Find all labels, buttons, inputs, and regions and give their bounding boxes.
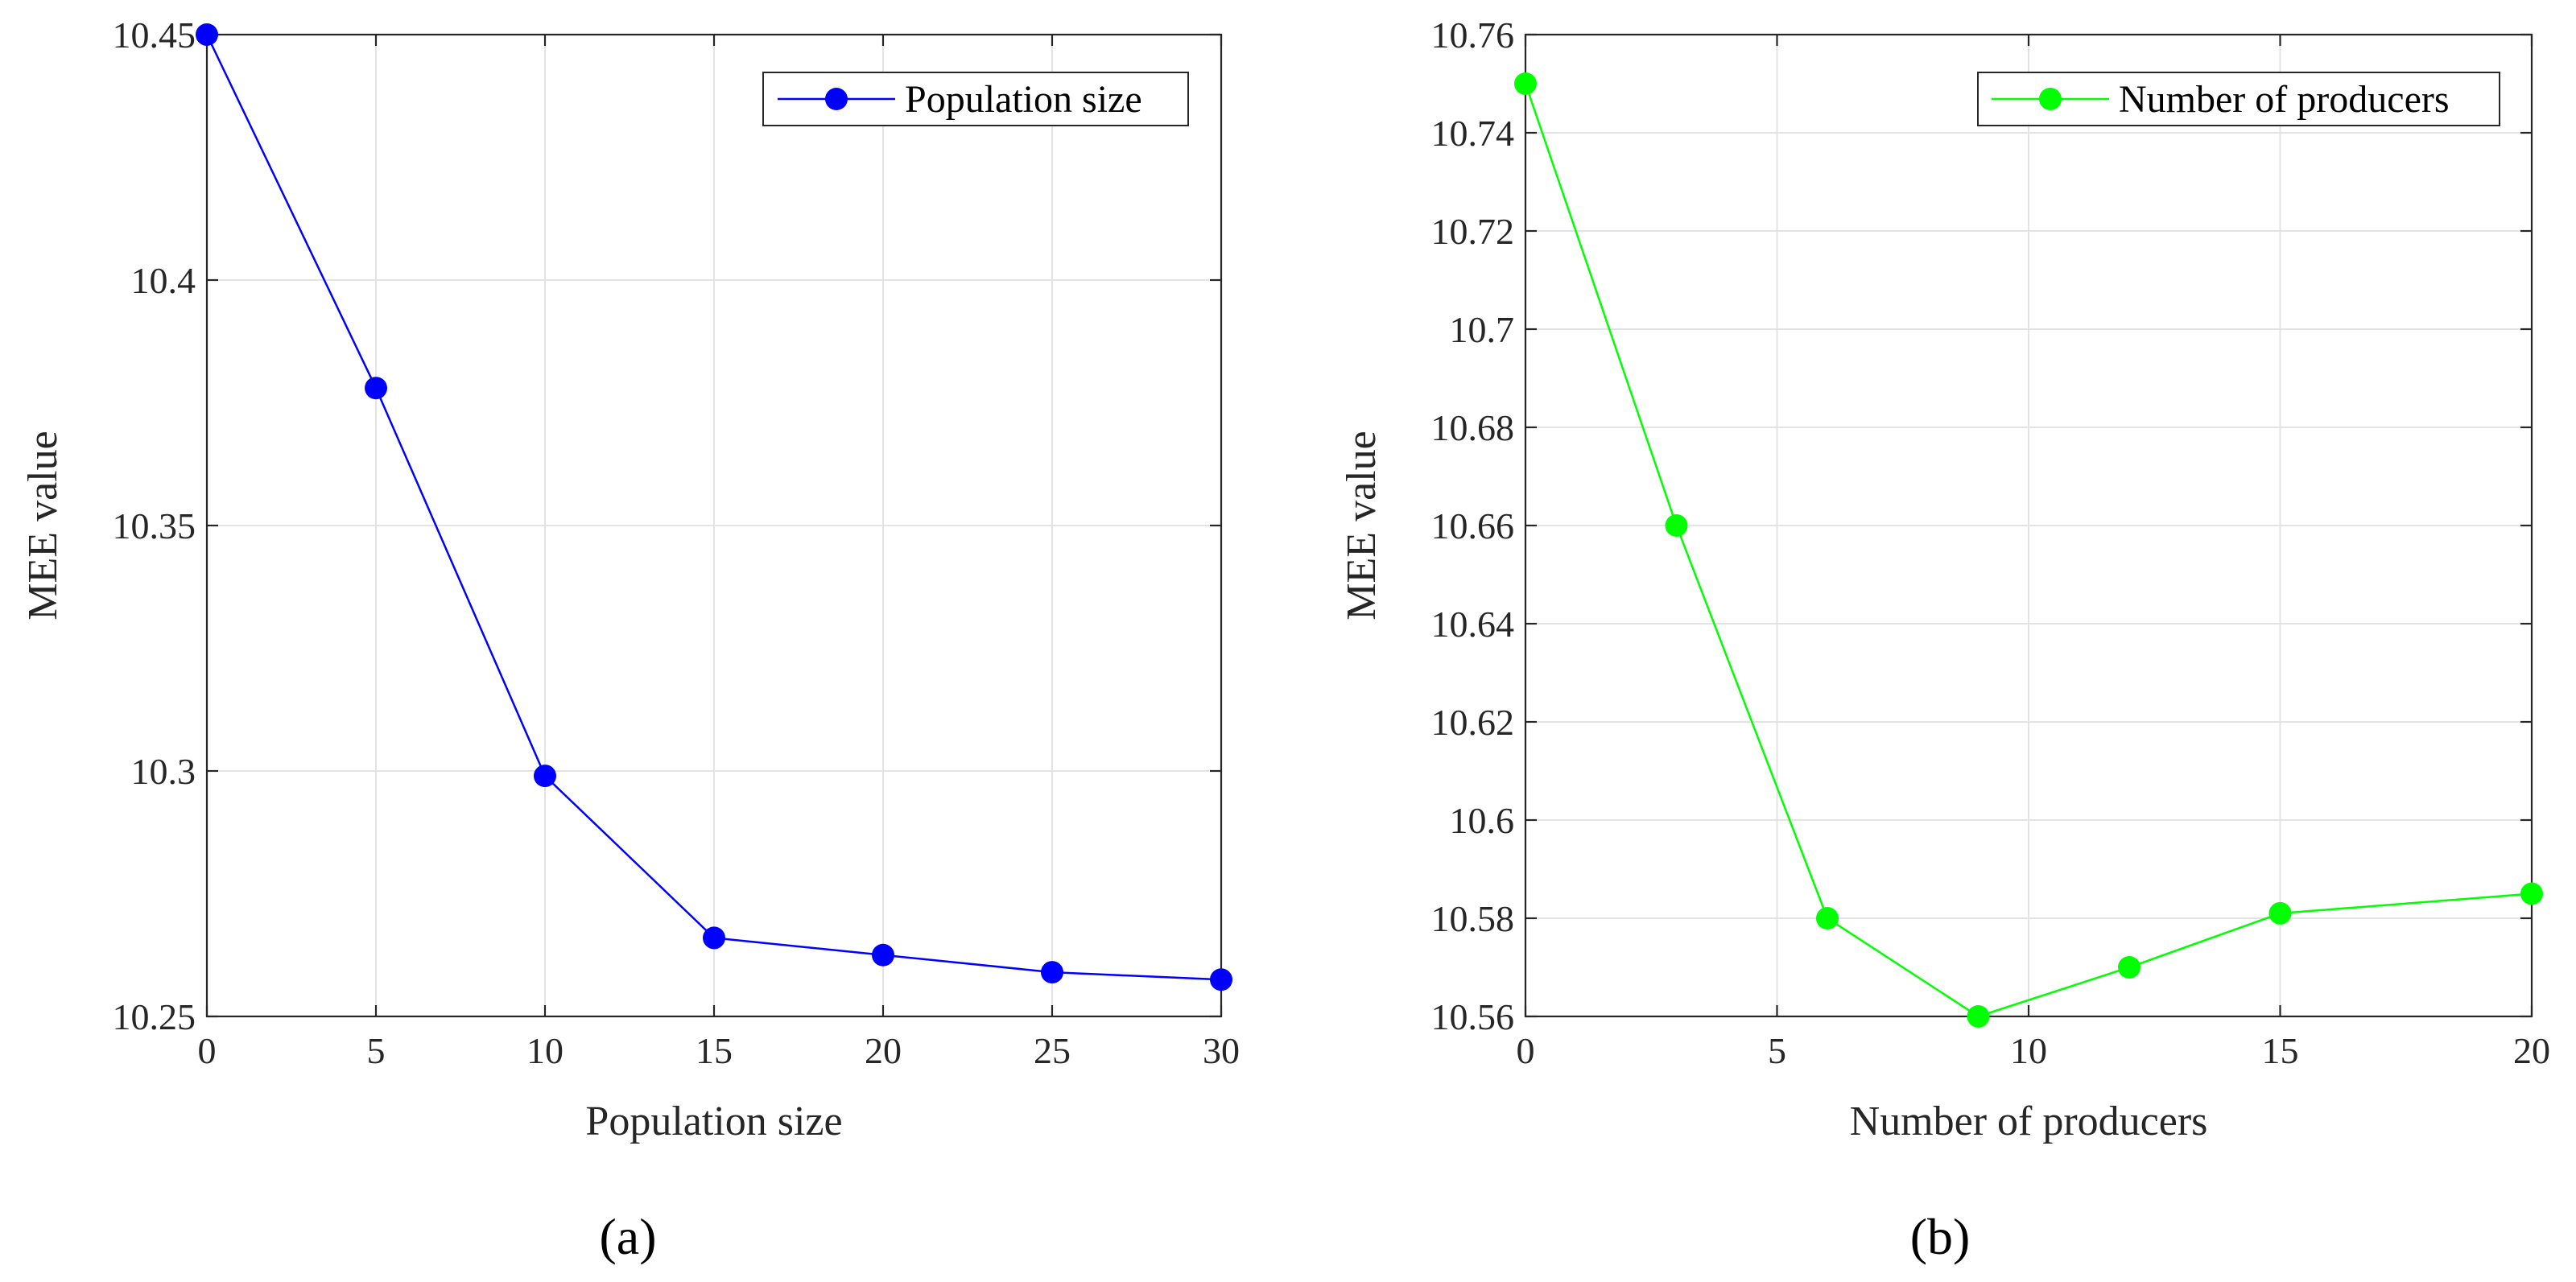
x-axis-label-a: Population size	[585, 1099, 842, 1144]
y-axis-label-b: MEE value	[1339, 431, 1385, 620]
panel-b: 0 5 10 15 20 10.56 10.58 10.6 10.62 10.64 10.66 10.…	[1339, 14, 2550, 1265]
grid-b	[1525, 35, 2532, 1016]
data-point	[1514, 72, 1537, 95]
y-tick-label: 10.64	[1431, 604, 1515, 645]
x-tick-label: 20	[865, 1030, 902, 1071]
x-tick-label: 10	[526, 1030, 564, 1071]
y-tick-label: 10.25	[113, 996, 196, 1037]
y-tick-label: 10.3	[131, 751, 196, 792]
data-point	[1665, 514, 1688, 537]
y-tick-label: 10.7	[1450, 309, 1515, 350]
y-axis-label-a: MEE value	[20, 431, 66, 620]
legend-b: Number of producers	[1977, 72, 2500, 126]
y-tick-label: 10.72	[1431, 211, 1515, 252]
data-point	[2268, 901, 2292, 925]
legend-a: Population size	[762, 72, 1189, 126]
series-a	[196, 23, 1232, 991]
data-point	[196, 23, 218, 46]
x-tick-label: 0	[1517, 1030, 1535, 1071]
x-tick-label: 10	[2010, 1030, 2047, 1071]
x-tick-label: 5	[1768, 1030, 1786, 1071]
y-tick-label: 10.68	[1431, 407, 1515, 448]
y-tick-label: 10.4	[131, 260, 196, 301]
data-point	[1210, 968, 1232, 991]
data-point	[1041, 961, 1063, 984]
panel-caption-b: (b)	[1910, 1208, 1971, 1265]
y-tick-label: 10.66	[1431, 505, 1515, 546]
data-point	[365, 377, 387, 400]
x-tick-label: 15	[696, 1030, 733, 1071]
legend-label-b: Number of producers	[2119, 78, 2450, 121]
grid-a	[207, 35, 1221, 1016]
legend-label-a: Population size	[905, 78, 1142, 121]
data-point	[534, 765, 556, 788]
x-axis-label-b: Number of producers	[1850, 1099, 2208, 1144]
ticks-a: 0 5 10 15 20 25 30 10.25 10.3 10.35 10.4 10.45	[113, 14, 1241, 1071]
data-point	[1816, 907, 1839, 930]
y-tick-label: 10.6	[1450, 800, 1515, 841]
y-tick-label: 10.45	[113, 14, 196, 56]
x-tick-label: 20	[2513, 1030, 2550, 1071]
y-tick-label: 10.56	[1431, 996, 1515, 1037]
y-tick-label: 10.76	[1431, 14, 1515, 56]
x-tick-label: 25	[1034, 1030, 1071, 1071]
data-point	[703, 926, 725, 950]
ticks-b: 0 5 10 15 20 10.56 10.58 10.6 10.62 10.64 10.66 10.…	[1431, 14, 2551, 1071]
panel-caption-a: (a)	[599, 1208, 656, 1265]
legend-marker-a	[825, 88, 848, 110]
x-tick-label: 15	[2262, 1030, 2299, 1071]
legend-marker-b	[2039, 88, 2062, 110]
y-tick-label: 10.62	[1431, 702, 1515, 743]
y-tick-label: 10.58	[1431, 898, 1515, 939]
x-tick-label: 30	[1203, 1030, 1240, 1071]
y-tick-label: 10.74	[1431, 113, 1515, 154]
data-point	[872, 943, 894, 967]
y-tick-label: 10.35	[113, 505, 196, 546]
data-point	[2520, 882, 2543, 905]
series-b	[1514, 72, 2543, 1028]
data-point	[1967, 1005, 1990, 1028]
x-tick-label: 0	[198, 1030, 217, 1071]
data-point	[2118, 956, 2140, 979]
panel-a: 0 5 10 15 20 25 30 10.25 10.3 10.35 10.4 10.45 Popu…	[20, 14, 1240, 1265]
x-tick-label: 5	[367, 1030, 386, 1071]
